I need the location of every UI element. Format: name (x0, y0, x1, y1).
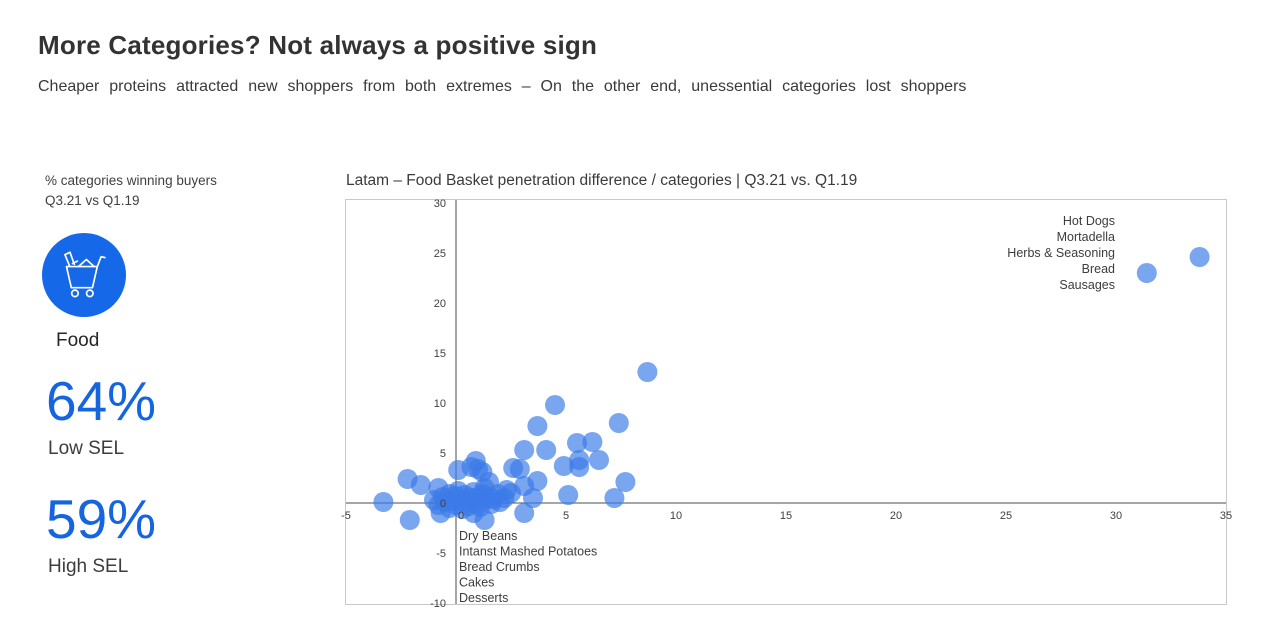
y-tick-label: -10 (430, 598, 446, 610)
x-tick-label: 5 (563, 510, 569, 522)
data-point (523, 488, 543, 508)
data-point (373, 492, 394, 512)
x-tick-label: 20 (890, 510, 902, 522)
data-point (494, 488, 515, 508)
data-point (615, 472, 636, 492)
data-point (589, 450, 609, 470)
x-tick-label: 10 (670, 510, 682, 522)
page-subtitle: Cheaper proteins attracted new shoppers … (38, 78, 967, 95)
caption-line-2: Q3.21 vs Q1.19 (45, 192, 140, 208)
x-tick-label: 30 (1110, 510, 1122, 522)
annotation-top-right: Bread (1082, 262, 1115, 276)
annotation-bottom: Intanst Mashed Potatoes (459, 545, 597, 559)
data-point (514, 440, 535, 460)
data-point (553, 456, 574, 476)
annotation-top-right: Hot Dogs (1063, 214, 1115, 228)
y-tick-label: 5 (440, 448, 446, 460)
data-point (637, 362, 658, 382)
annotation-bottom: Cakes (459, 576, 494, 590)
y-tick-label: 20 (434, 298, 446, 310)
x-tick-label: 0 (458, 510, 464, 522)
x-tick-label: -5 (341, 510, 351, 522)
scatter-chart: -5 0 5 10 15 20 25 30 35 30 25 20 15 10 5 0 -5 -10 Hot Dog… (341, 198, 1232, 610)
caption-line-1: % categories winning buyers (45, 173, 217, 188)
y-tick-label: -5 (436, 548, 446, 560)
data-point (410, 475, 431, 495)
page-title: More Categories? Not always a positive s… (38, 30, 598, 60)
y-tick-label: 10 (434, 398, 446, 410)
annotation-top-right: Mortadella (1057, 230, 1115, 244)
data-point (509, 459, 530, 479)
y-tick-label: 0 (440, 498, 446, 510)
y-tick-label: 15 (434, 348, 446, 360)
data-point (582, 432, 603, 452)
category-label: Food (56, 330, 100, 351)
data-point (1189, 247, 1210, 267)
annotation-top-right: Herbs & Seasoning (1007, 246, 1115, 260)
left-panel-caption: % categories winning buyers Q3.21 vs Q1.… (45, 171, 217, 210)
annotation-bottom: Desserts (459, 591, 508, 605)
x-tick-label: 25 (1000, 510, 1012, 522)
food-category-badge (42, 233, 126, 317)
stat-label-high-sel: High SEL (48, 556, 129, 577)
annotation-bottom: Bread Crumbs (459, 560, 540, 574)
shopping-cart-icon (55, 246, 113, 304)
x-tick-label: 15 (780, 510, 792, 522)
stat-value-low-sel: 64% (46, 370, 157, 432)
data-point (1136, 263, 1157, 283)
annotation-bottom: Dry Beans (459, 529, 517, 543)
data-point (545, 395, 565, 415)
data-point (527, 416, 548, 436)
data-point (527, 471, 548, 491)
y-tick-label: 30 (434, 198, 446, 210)
stat-value-high-sel: 59% (46, 488, 157, 550)
data-point (567, 433, 587, 453)
data-point (558, 485, 579, 505)
x-tick-label: 35 (1220, 510, 1232, 522)
data-point (514, 503, 535, 523)
data-point (536, 440, 557, 460)
stat-label-low-sel: Low SEL (48, 438, 125, 459)
plot-border (345, 199, 1227, 605)
data-point (604, 488, 625, 508)
annotation-top-right: Sausages (1059, 278, 1115, 292)
chart-title: Latam – Food Basket penetration differen… (346, 172, 858, 189)
data-point (569, 457, 590, 477)
data-point (399, 510, 420, 530)
y-tick-label: 25 (434, 248, 446, 260)
data-point (608, 413, 629, 433)
